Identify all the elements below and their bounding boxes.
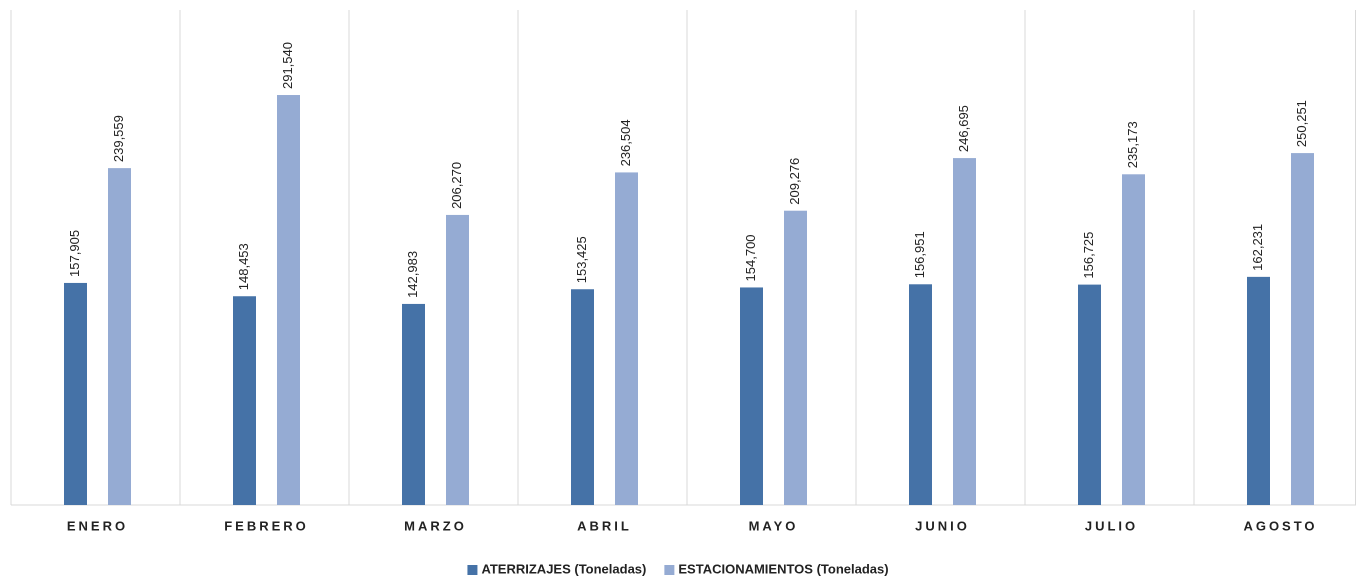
data-label: 246,695 bbox=[956, 105, 971, 152]
x-tick-label: JUNIO bbox=[915, 518, 970, 533]
bar bbox=[64, 282, 87, 505]
data-label: 250,251 bbox=[1294, 100, 1309, 147]
data-label: 156,725 bbox=[1081, 232, 1096, 279]
legend-swatch bbox=[664, 565, 675, 575]
bar bbox=[740, 287, 763, 505]
data-label: 291,540 bbox=[280, 42, 295, 89]
data-label: 156,951 bbox=[912, 231, 927, 278]
data-label: 162,231 bbox=[1250, 224, 1265, 271]
x-tick-label: MARZO bbox=[404, 518, 467, 533]
x-tick-label: FEBRERO bbox=[224, 518, 309, 533]
data-label: 154,700 bbox=[743, 234, 758, 281]
data-label: 142,983 bbox=[405, 251, 420, 298]
data-label: 235,173 bbox=[1125, 121, 1140, 168]
bar bbox=[402, 303, 425, 505]
bar bbox=[909, 284, 932, 505]
bar bbox=[277, 95, 300, 505]
data-label: 206,270 bbox=[449, 162, 464, 209]
bar bbox=[571, 289, 594, 505]
bar bbox=[1122, 174, 1145, 505]
data-label: 239,559 bbox=[111, 115, 126, 162]
x-tick-label: ENERO bbox=[67, 518, 128, 533]
bar bbox=[1291, 153, 1314, 505]
x-tick-label: ABRIL bbox=[577, 518, 632, 533]
legend-label: ESTACIONAMIENTOS (Toneladas) bbox=[678, 561, 888, 576]
bar bbox=[953, 158, 976, 506]
data-label: 148,453 bbox=[236, 243, 251, 290]
data-label: 153,425 bbox=[574, 236, 589, 283]
x-tick-label: AGOSTO bbox=[1243, 518, 1317, 533]
x-tick-label: JULIO bbox=[1085, 518, 1138, 533]
data-label: 157,905 bbox=[67, 230, 82, 277]
bar bbox=[1078, 284, 1101, 505]
bar bbox=[108, 168, 131, 505]
bar bbox=[446, 214, 469, 506]
bar bbox=[233, 296, 256, 505]
bar bbox=[615, 172, 638, 505]
legend-swatch bbox=[467, 565, 478, 575]
data-label: 209,276 bbox=[787, 158, 802, 205]
x-tick-label: MAYO bbox=[749, 518, 799, 533]
data-label: 236,504 bbox=[618, 119, 633, 166]
bar bbox=[784, 210, 807, 505]
bar bbox=[1247, 276, 1270, 505]
legend-label: ATERRIZAJES (Toneladas) bbox=[481, 561, 646, 576]
